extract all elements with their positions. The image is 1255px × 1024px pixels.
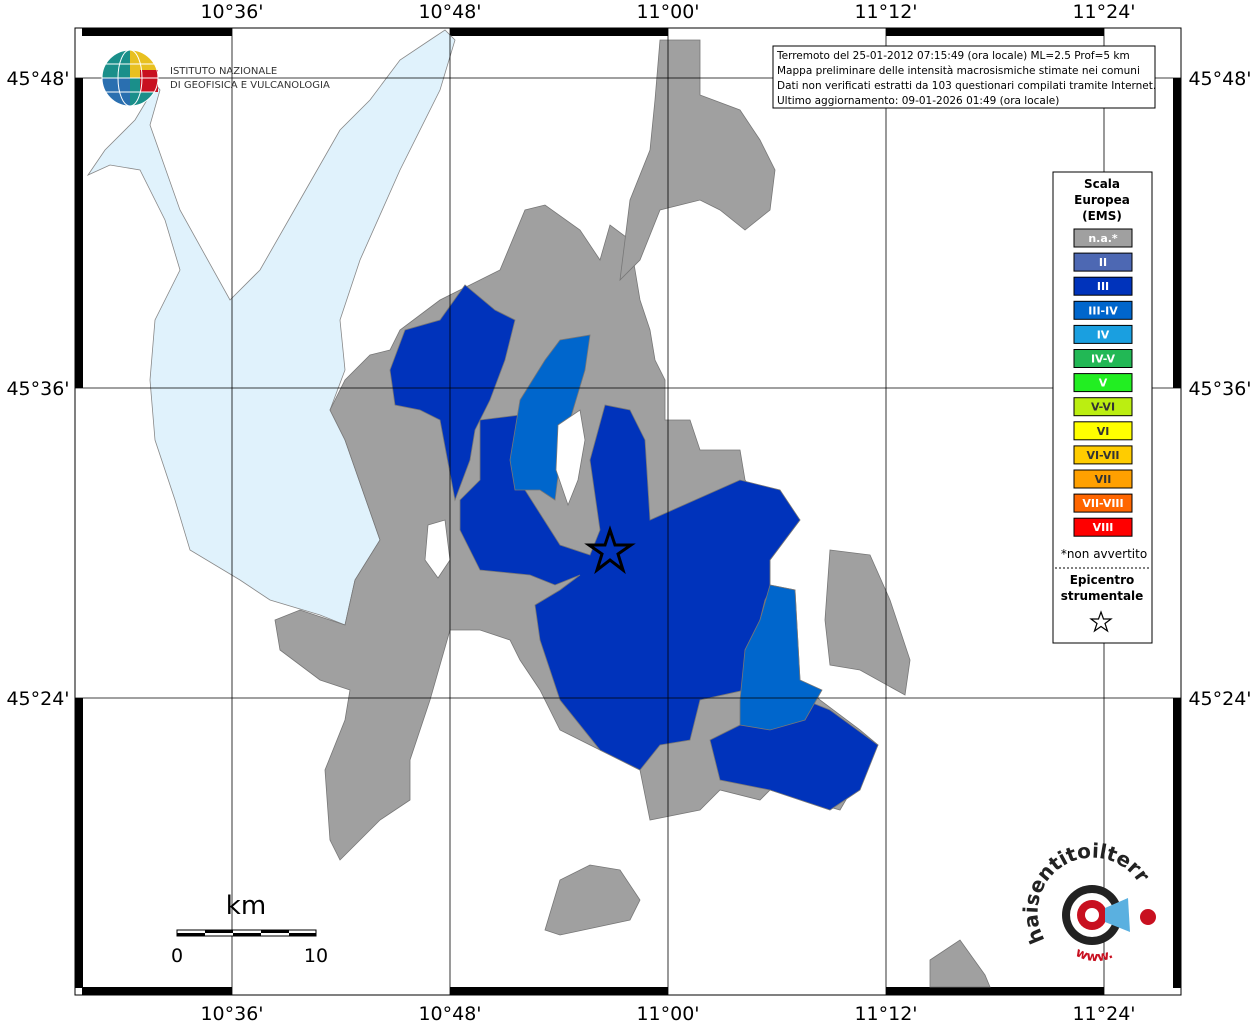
lon-label: 11°24' <box>1072 1 1135 23</box>
region <box>824 549 911 696</box>
legend-label: n.a.* <box>1088 232 1118 245</box>
legend-label: III <box>1097 280 1109 293</box>
lon-label: 11°12' <box>854 1003 917 1024</box>
legend-label: III-IV <box>1088 304 1118 317</box>
scale-label: 10 <box>304 945 328 967</box>
lat-label: 45°24' <box>1188 688 1251 710</box>
info-box: Terremoto del 25-01-2012 07:15:49 (ora l… <box>772 45 1156 109</box>
region <box>619 39 776 282</box>
regions <box>274 39 991 988</box>
legend-swatch <box>1073 397 1133 417</box>
lon-label: 11°12' <box>854 1 917 23</box>
legend-label: VI-VII <box>1086 449 1119 462</box>
lake <box>86 29 456 626</box>
lat-label: 45°24' <box>6 688 69 710</box>
legend-label: VII <box>1095 473 1112 486</box>
legend-epicenter: Epicentro <box>1070 573 1135 587</box>
lon-label: 10°36' <box>200 1 263 23</box>
legend-label: II <box>1099 256 1107 269</box>
legend-epicenter: strumentale <box>1061 589 1144 603</box>
lon-label: 11°00' <box>636 1 699 23</box>
scale-unit: km <box>226 891 266 921</box>
legend-swatch <box>1073 421 1133 441</box>
lon-label: 10°36' <box>200 1003 263 1024</box>
legend-title: (EMS) <box>1082 209 1122 223</box>
border-bars <box>75 28 1181 995</box>
scale-bar: km 0 10 <box>171 891 328 967</box>
legend-star <box>1089 610 1113 633</box>
legend-swatch <box>1073 373 1133 393</box>
legend-swatch <box>1073 228 1133 248</box>
legend-note: *non avvertito <box>1061 547 1147 561</box>
legend-swatch <box>1073 469 1133 489</box>
legend-swatch <box>1073 349 1133 368</box>
legend-label: VIII <box>1093 521 1114 534</box>
lat-label: 45°48' <box>1188 68 1251 90</box>
legend-swatch <box>1073 276 1133 296</box>
legend-label: IV <box>1097 328 1110 341</box>
institute-line: ISTITUTO NAZIONALE <box>170 66 277 77</box>
region <box>389 284 516 502</box>
region <box>544 864 641 936</box>
institute-line: DI GEOFISICA E VULCANOLOGIA <box>170 80 330 91</box>
legend-swatch <box>1073 517 1133 537</box>
hole <box>424 519 451 579</box>
legend-label: V-VI <box>1091 401 1115 414</box>
epicenter-star <box>584 525 636 575</box>
lon-label: 11°24' <box>1072 1003 1135 1024</box>
lat-label: 45°36' <box>1188 378 1251 400</box>
legend-label: VII-VIII <box>1082 497 1123 510</box>
legend-swatch <box>1073 300 1133 320</box>
info-line: Ultimo aggiornamento: 09-01-2026 01:49 (… <box>777 95 1059 107</box>
legend-title: Europea <box>1074 193 1130 207</box>
legend-swatch <box>1073 493 1133 513</box>
region <box>739 584 823 731</box>
hole <box>555 409 586 507</box>
info-line: Mappa preliminare delle intensità macros… <box>777 65 1140 77</box>
scale-label: 0 <box>171 945 183 967</box>
site-www: www. <box>1073 945 1115 965</box>
region <box>929 939 991 988</box>
legend-label: V <box>1099 377 1108 390</box>
lon-label: 10°48' <box>418 1 481 23</box>
legend-label: IV-V <box>1091 353 1116 366</box>
info-line: Dati non verificati estratti da 103 ques… <box>777 80 1156 92</box>
legend-label: VI <box>1097 425 1110 438</box>
info-line: Terremoto del 25-01-2012 07:15:49 (ora l… <box>776 50 1130 62</box>
lon-label: 11°00' <box>636 1003 699 1024</box>
lon-label: 10°48' <box>418 1003 481 1024</box>
graticule: 10°36' 10°36' 10°48' 10°48' 11°00' 11°00' 11°1… <box>6 1 1251 1024</box>
site-www-path: www. <box>1073 945 1115 965</box>
legend-swatch <box>1073 252 1133 272</box>
legend-title: Scala <box>1084 177 1120 191</box>
legend: Scala Europea (EMS) *non avvertito Epice… <box>1052 171 1153 644</box>
ingv-logo: ISTITUTO NAZIONALE DI GEOFISICA E VULCAN… <box>101 49 330 107</box>
lat-label: 45°36' <box>6 378 69 400</box>
legend-swatch <box>1073 324 1133 344</box>
lat-label: 45°48' <box>6 68 69 90</box>
legend-swatch <box>1073 445 1133 465</box>
